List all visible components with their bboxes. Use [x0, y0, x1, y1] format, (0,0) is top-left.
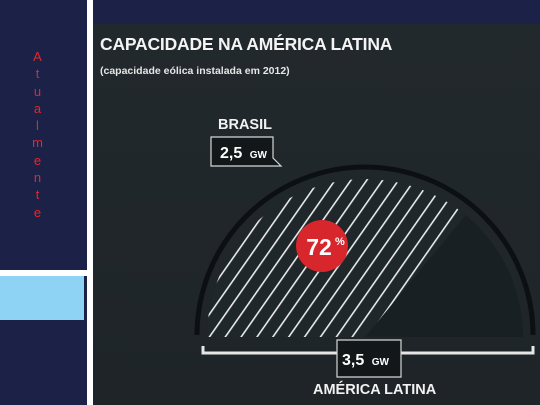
sidebar-band-white: [0, 270, 87, 276]
vertical-letter: A: [33, 49, 42, 64]
vertical-letter: t: [35, 187, 40, 203]
vertical-letter: t: [35, 66, 40, 82]
vertical-letter: e: [33, 152, 42, 168]
vertical-letter: m: [32, 135, 43, 151]
slide-title: CAPACIDADE NA AMÉRICA LATINA: [100, 34, 393, 54]
brasil-label: BRASIL: [218, 117, 272, 133]
vertical-letter: e: [33, 204, 42, 220]
share-number: 72: [306, 234, 332, 260]
brasil-callout-box: [210, 136, 283, 167]
svg-text:2,5 GW: 2,5 GW: [220, 145, 267, 162]
vertical-letter: l: [36, 118, 39, 134]
vertical-letter: n: [33, 170, 42, 186]
share-percent-sign: %: [335, 236, 345, 248]
svg-text:72: 72: [306, 234, 332, 260]
sidebar-band-blue: [0, 276, 84, 320]
share-badge: [296, 220, 348, 272]
total-value: 3,5: [342, 352, 364, 369]
svg-text:3,5 GW: 3,5 GW: [342, 352, 389, 369]
total-unit: GW: [372, 357, 390, 368]
outer-arc: [194, 164, 536, 336]
brasil-value: 2,5: [220, 145, 242, 162]
vertical-letter: a: [33, 100, 42, 116]
vertical-letter: u: [33, 83, 42, 99]
divider-strip: [87, 0, 93, 405]
slide-subtitle: (capacidade eólica instalada em 2012): [100, 65, 290, 77]
brasil-unit: GW: [250, 150, 268, 161]
total-callout-box: [336, 339, 402, 378]
total-label: AMÉRICA LATINA: [313, 381, 437, 398]
